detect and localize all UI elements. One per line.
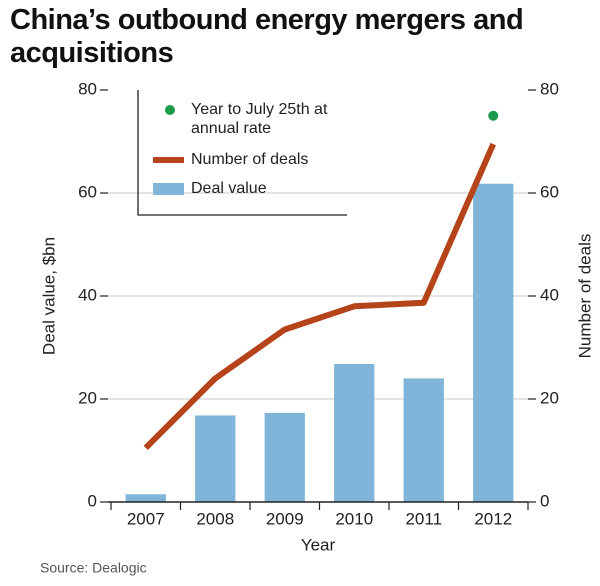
line xyxy=(143,142,496,451)
legend-item: Number of deals xyxy=(191,151,309,168)
legend-item: Year to July 25th at annual rate xyxy=(191,101,328,137)
y2-tick-label: 20 xyxy=(540,388,559,407)
bar xyxy=(125,494,166,502)
x-tick-label: 2012 xyxy=(474,509,512,528)
legend-item: Deal value xyxy=(191,180,267,197)
x-tick-label: 2010 xyxy=(335,509,373,528)
x-tick-label: 2011 xyxy=(405,509,442,528)
x-tick-label: 2007 xyxy=(127,509,165,528)
y2-tick-label: 80 xyxy=(540,79,559,98)
legend-swatch xyxy=(165,105,175,115)
x-axis-label: Year xyxy=(301,535,336,554)
grid xyxy=(108,192,528,400)
bar xyxy=(403,378,444,502)
y-tick-label: 80 xyxy=(78,79,97,98)
point xyxy=(488,110,499,121)
x-tick-label: 2009 xyxy=(266,509,304,528)
chart-title: China’s outbound energy mergers and acqu… xyxy=(10,4,524,69)
y2-axis-label: Number of deals xyxy=(575,234,594,359)
bar xyxy=(264,412,305,502)
bar xyxy=(195,415,236,502)
legend-swatch xyxy=(153,183,184,195)
y2-tick-label: 40 xyxy=(540,285,559,304)
legend-frame xyxy=(137,90,347,216)
y-tick-label: 60 xyxy=(78,182,97,201)
y2-tick-label: 60 xyxy=(540,182,559,201)
y-tick-label: 20 xyxy=(78,388,97,407)
bar xyxy=(473,183,514,503)
y-tick-label: 40 xyxy=(78,285,97,304)
legend-label: Year to July 25th at annual rate xyxy=(191,101,328,137)
source: Source: Dealogic xyxy=(40,560,147,576)
y-tick-label: 0 xyxy=(88,491,97,510)
legend-label: Deal value xyxy=(191,180,267,197)
legend-label: Number of deals xyxy=(191,151,309,168)
title-box: China’s outbound energy mergers and acqu… xyxy=(10,4,524,69)
x-tick-label: 2008 xyxy=(196,509,234,528)
bar xyxy=(334,363,375,502)
y2-tick-label: 0 xyxy=(540,491,549,510)
y-axis-label: Deal value, $bn xyxy=(39,237,58,355)
